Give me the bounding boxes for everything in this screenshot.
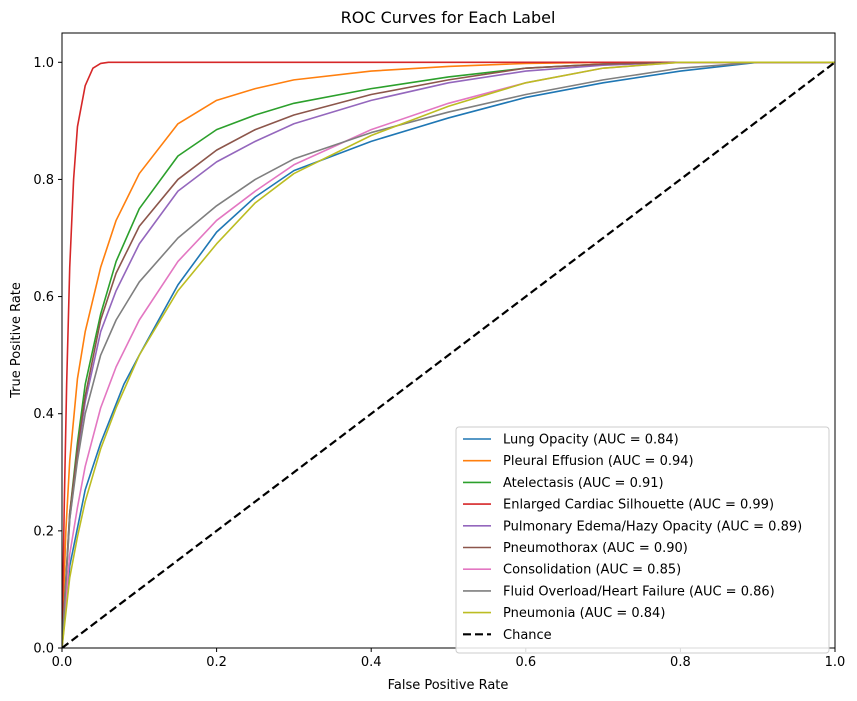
chart-title: ROC Curves for Each Label — [341, 8, 556, 27]
series-line-0 — [62, 61, 835, 648]
legend-label-6: Consolidation (AUC = 0.85) — [503, 563, 681, 578]
series-line-3 — [62, 61, 835, 648]
y-tick-label: 1.0 — [33, 56, 54, 71]
y-tick-label: 0.6 — [33, 290, 54, 305]
legend: Lung Opacity (AUC = 0.84) Pleural Effusio… — [455, 426, 830, 654]
y-tick-label: 0.4 — [33, 407, 54, 422]
series-line-8 — [62, 61, 835, 648]
series-line-7 — [62, 61, 835, 648]
x-tick-label: 0.4 — [361, 655, 382, 670]
series-line-5 — [62, 61, 835, 648]
y-axis-label: True Positive Rate — [9, 282, 24, 399]
y-tick-label: 0.0 — [33, 642, 54, 657]
plot-area — [62, 61, 835, 648]
legend-label-4: Pulmonary Edema/Hazy Opacity (AUC = 0.89… — [503, 519, 802, 534]
legend-label-8: Pneumonia (AUC = 0.84) — [503, 606, 665, 621]
legend-label-3: Enlarged Cardiac Silhouette (AUC = 0.99) — [503, 498, 774, 513]
x-tick-label: 0.6 — [515, 655, 536, 670]
x-tick-label: 0.0 — [52, 655, 73, 670]
y-tick-label: 0.8 — [33, 173, 54, 188]
legend-label-9: Chance — [503, 628, 552, 643]
y-axis: 0.0 0.2 0.4 0.6 0.8 1.0 — [33, 56, 62, 657]
series-line-9 — [62, 61, 835, 648]
legend-frame — [455, 426, 830, 654]
series-line-4 — [62, 61, 835, 648]
plot-frame — [61, 32, 836, 649]
y-tick-label: 0.2 — [33, 524, 54, 539]
legend-label-7: Fluid Overload/Heart Failure (AUC = 0.86… — [503, 584, 775, 599]
legend-label-0: Lung Opacity (AUC = 0.84) — [503, 433, 679, 448]
legend-label-2: Atelectasis (AUC = 0.91) — [503, 476, 664, 491]
legend-label-5: Pneumothorax (AUC = 0.90) — [503, 541, 688, 556]
x-tick-label: 0.2 — [206, 655, 227, 670]
series-line-1 — [62, 61, 835, 648]
legend-label-1: Pleural Effusion (AUC = 0.94) — [503, 454, 694, 469]
x-tick-label: 0.8 — [670, 655, 691, 670]
x-axis-label: False Positive Rate — [388, 678, 509, 693]
x-tick-label: 1.0 — [825, 655, 846, 670]
